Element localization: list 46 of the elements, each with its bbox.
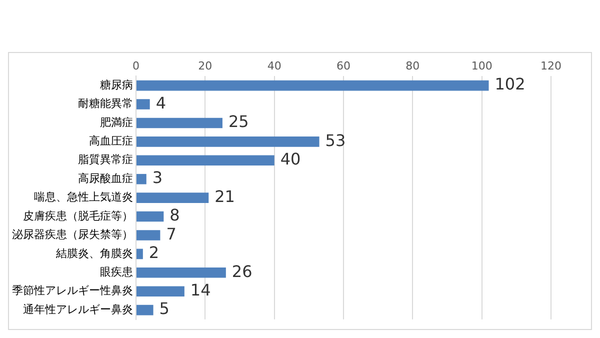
y-tick-label: 高血圧症 <box>89 134 133 148</box>
data-label: 102 <box>494 74 526 94</box>
bar <box>136 230 160 240</box>
y-tick-label: 喘息、急性上気道炎 <box>34 190 133 204</box>
x-tick-label: 120 <box>540 59 562 72</box>
data-label: 40 <box>280 150 301 169</box>
bar <box>136 192 209 203</box>
y-tick-label: 肥満症 <box>100 116 133 129</box>
bar <box>136 267 226 278</box>
y-tick-label: 結膜炎、角膜炎 <box>55 246 133 260</box>
x-tick-label: 20 <box>198 59 212 72</box>
bar <box>136 118 222 128</box>
data-label: 25 <box>228 112 249 132</box>
y-tick-label: 眼疾患 <box>100 265 133 278</box>
y-tick-label: 糖尿病 <box>100 78 133 92</box>
x-tick-label: 80 <box>406 59 420 72</box>
bar <box>136 155 274 166</box>
y-tick-label: 耐糖能異常 <box>78 97 133 110</box>
bar <box>136 304 154 316</box>
y-tick-label: 通年性アレルギー鼻炎 <box>23 302 133 316</box>
data-label: 4 <box>156 93 166 112</box>
bar <box>136 211 164 222</box>
data-label: 5 <box>159 299 170 318</box>
y-tick-label: 泌尿器疾患（尿失禁等） <box>12 228 133 242</box>
x-tick-label: 100 <box>471 59 492 72</box>
data-label: 7 <box>166 224 176 244</box>
data-label: 53 <box>325 130 346 150</box>
bar <box>136 174 146 184</box>
data-label: 3 <box>152 168 163 188</box>
data-label: 26 <box>232 262 252 281</box>
bar <box>136 286 184 296</box>
y-tick-label: 季節性アレルギー性鼻炎 <box>12 284 133 298</box>
bar <box>136 136 320 147</box>
data-label: 8 <box>170 206 180 225</box>
y-tick-label: 脂質異常症 <box>78 153 133 166</box>
x-tick-label: 0 <box>132 59 140 72</box>
bar <box>136 99 150 110</box>
y-tick-label: 皮膚疾患（脱毛症等） <box>23 209 133 222</box>
y-tick-label: 高尿酸血症 <box>78 172 133 185</box>
data-label: 21 <box>214 186 235 206</box>
bar <box>136 248 143 260</box>
x-tick-label: 40 <box>267 59 282 72</box>
data-label: 2 <box>148 243 160 262</box>
x-tick-label: 60 <box>336 59 350 72</box>
data-label: 14 <box>190 280 211 300</box>
bar <box>136 80 489 91</box>
